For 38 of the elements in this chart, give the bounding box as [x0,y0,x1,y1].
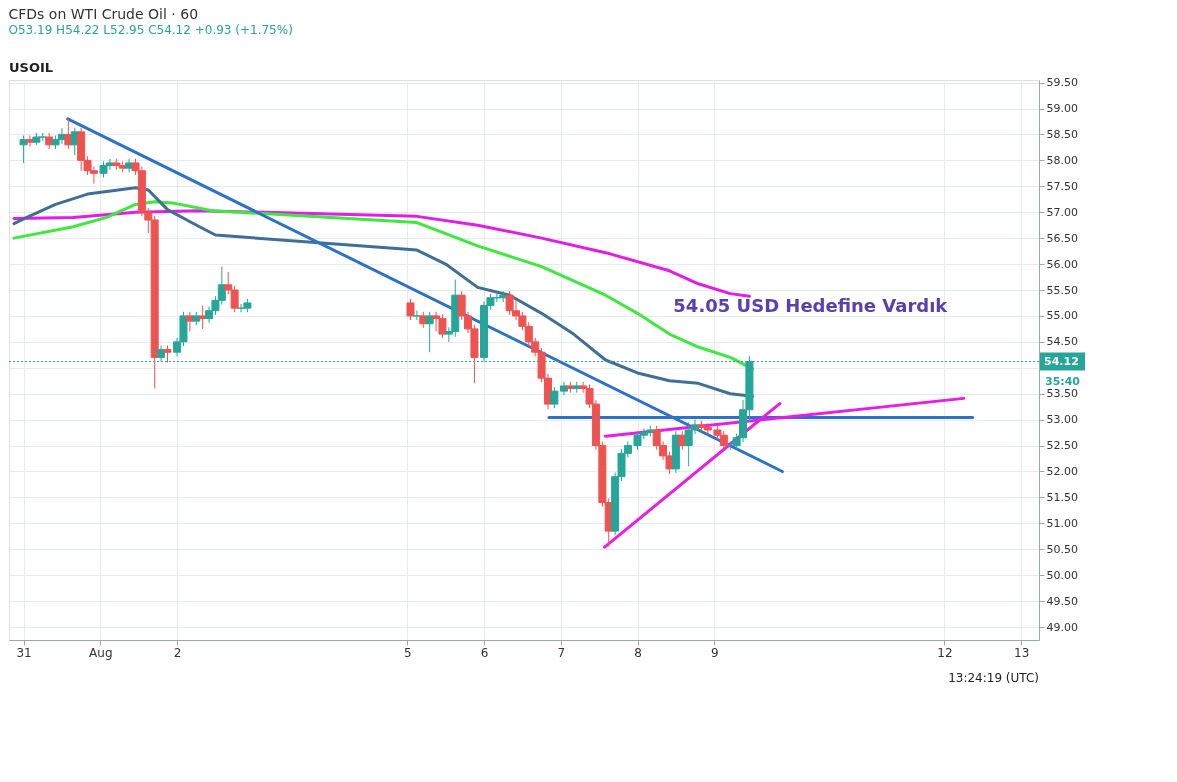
x-tick-label: 5 [403,645,412,660]
y-tick-label: 52.50 [1046,439,1078,453]
y-tick-label: 54.50 [1046,335,1078,349]
y-tick-label: 57.50 [1046,179,1078,193]
y-tick-label: 59.50 [1046,76,1078,90]
y-tick-label: 52.00 [1046,464,1078,478]
y-tick-label: 53.50 [1046,387,1078,401]
y-tick-label: 50.00 [1046,568,1078,582]
chart-subtitle: O53.19 H54.22 L52.95 C54.12 +0.93 (+1.75%) [8,23,293,37]
x-tick-label: 13 [1014,645,1030,660]
y-tick-label: 53.00 [1046,413,1078,427]
annotation: 54.05 USD Hedefine Vardık [673,294,949,316]
ref-line-label: 54.12 [1044,354,1079,368]
text: 13:24:19 (UTC) [948,671,1039,685]
y-tick-label: 58.50 [1046,127,1078,141]
y-tick-label: 56.50 [1046,231,1078,245]
x-tick-label: Aug [89,645,113,660]
x-tick-label: 7 [557,645,566,660]
y-tick-label: 55.50 [1046,283,1078,297]
y-tick-label: 50.50 [1046,542,1078,556]
chart-title: CFDs on WTI Crude Oil · 60 [8,6,199,22]
y-tick-label: 56.00 [1046,257,1078,271]
y-tick-label: 58.00 [1046,153,1078,167]
x-tick-label: 31 [16,645,32,660]
y-tick-label: 57.00 [1046,205,1078,219]
x-tick-label: 2 [173,645,182,660]
y-tick-label: 49.00 [1046,620,1078,634]
text: 35:40 [1045,374,1081,388]
y-tick-label: 59.00 [1046,102,1078,116]
y-tick-label: 51.00 [1046,516,1078,530]
x-tick-label: 8 [634,645,642,660]
x-tick-label: 9 [710,645,719,660]
x-tick-label: 12 [937,645,953,660]
y-tick-label: 49.50 [1046,594,1078,608]
y-tick-label: 51.50 [1046,490,1078,504]
text: USOIL [9,60,54,75]
x-tick-label: 6 [480,645,489,660]
y-tick-label: 55.00 [1046,309,1078,323]
